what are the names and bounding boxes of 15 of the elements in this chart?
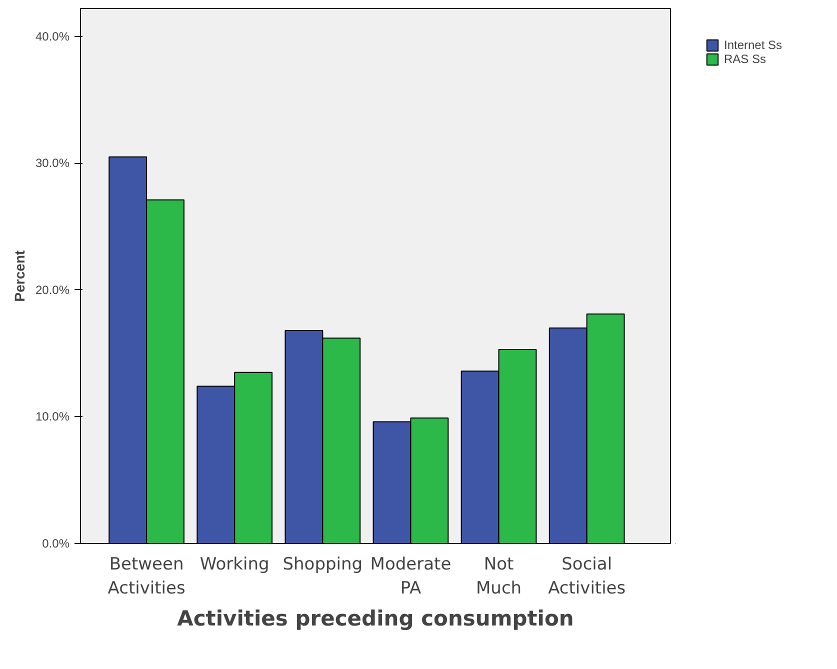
legend-label: RAS Ss [724, 52, 766, 66]
x-tick-label: Social Activities [548, 554, 626, 598]
y-tick-label: 20.0% [35, 282, 70, 297]
y-tick-label: 10.0% [35, 410, 70, 424]
y-axis-title: Percent [11, 250, 28, 302]
x-tick-label: Not Much [476, 554, 522, 598]
x-tick-label: Between Activities [108, 554, 186, 598]
y-tick-label: 40.0% [35, 29, 70, 44]
legend-label: Internet Ss [724, 38, 782, 52]
x-tick-label: Moderate PA [370, 554, 452, 598]
x-tick-label: Working [200, 554, 270, 574]
y-tick-label: 30.0% [35, 156, 70, 170]
y-tick-label: 0.0% [42, 536, 70, 550]
x-axis-title: Activities preceding consumption [177, 606, 574, 630]
x-tick-label: Shopping [282, 554, 363, 574]
